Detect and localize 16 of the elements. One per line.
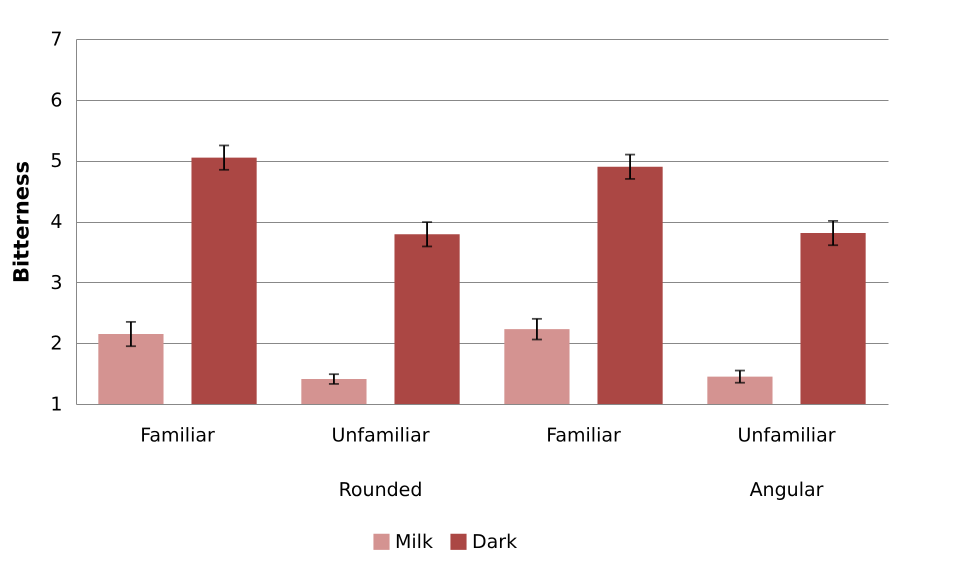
legend-label: Milk — [395, 530, 433, 553]
x-tick-label: Familiar — [140, 424, 215, 446]
x-tick-label: Unfamiliar — [737, 424, 836, 446]
text: Angular — [750, 479, 824, 501]
text: Rounded — [338, 479, 422, 501]
y-tick-label: 3 — [50, 272, 62, 294]
legend-label: Dark — [472, 530, 518, 553]
y-tick-label: 1 — [50, 394, 62, 416]
y-tick-label: 6 — [50, 89, 62, 112]
y-tick-label: 5 — [50, 150, 62, 172]
y-tick-label: 4 — [50, 211, 62, 233]
x-tick-label: Familiar — [546, 424, 621, 446]
x-tick-label: Unfamiliar — [331, 424, 430, 446]
y-tick-label: 7 — [50, 28, 62, 50]
y-tick-label: 2 — [50, 332, 62, 355]
y-axis-title: Bitterness — [9, 160, 34, 284]
